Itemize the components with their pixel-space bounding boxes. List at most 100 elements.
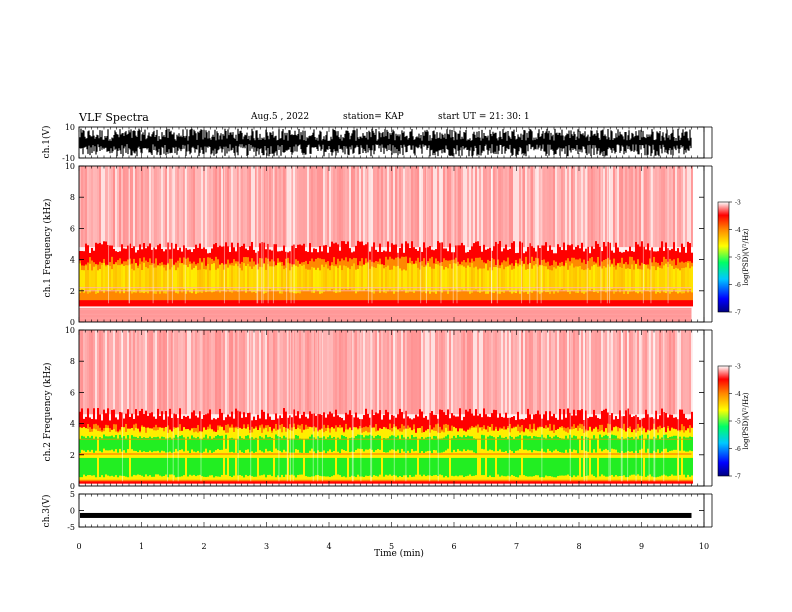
spec-yellow-column [199, 269, 201, 293]
spec-green-column [373, 457, 375, 476]
spec-streak [609, 330, 611, 482]
spec-yellow-column [423, 432, 425, 480]
spec-yellow-column [431, 268, 433, 293]
spec-green-column [237, 438, 239, 453]
spec-noise-column [525, 166, 527, 248]
spec-noise-column [663, 330, 665, 415]
spec-yellow-column [157, 265, 159, 292]
spec-streak [397, 166, 399, 304]
spec-green-column [609, 437, 611, 452]
spec-green-column [265, 434, 267, 449]
spec-green-column [375, 436, 377, 451]
spec-noise-column [367, 330, 369, 415]
spec-noise-column [181, 166, 183, 248]
spec-green-column [553, 457, 555, 478]
spec-noise-column [383, 330, 385, 415]
spec-noise-column [441, 166, 443, 248]
spec-yellow-column [659, 429, 661, 480]
spec-yellow-column [621, 267, 623, 290]
spec-noise-column [183, 330, 185, 415]
spec-green-column [621, 457, 623, 476]
spec-green-column [475, 439, 477, 454]
spec-yellow-column [447, 268, 449, 294]
spec-green-column [343, 436, 345, 451]
spec-green-column [371, 457, 373, 477]
spec-noise-column [597, 330, 599, 415]
spec-yellow-column [689, 268, 691, 290]
spec-noise-column [317, 330, 319, 415]
x-tick-label: 1 [139, 542, 144, 551]
spec-noise-column [417, 166, 419, 248]
spec-noise-column [561, 166, 563, 248]
spec-noise-column [455, 330, 457, 415]
spec-noise-column [557, 166, 559, 248]
spec-green-column [549, 436, 551, 451]
spec-yellow-column [687, 262, 689, 293]
spec-noise-column [295, 330, 297, 415]
spec-yellow-column [291, 430, 293, 480]
spec-yellow-column [593, 264, 595, 293]
spec-yellow-column [665, 263, 667, 293]
spec-green-column [645, 438, 647, 453]
spec-green-column [221, 435, 223, 450]
spec-green-column [293, 438, 295, 453]
spec-green-column [341, 435, 343, 450]
spec-green-column [283, 435, 285, 450]
spec-green-column [325, 439, 327, 454]
spec-yellow-column [647, 268, 649, 291]
spec-green-column [575, 457, 577, 477]
spec-noise-column [565, 166, 567, 248]
spec-yellow-column [213, 431, 215, 480]
spec-noise-column [155, 166, 157, 248]
spec-noise-column [419, 330, 421, 415]
spec-green-column [403, 457, 405, 476]
spec-noise-column [225, 330, 227, 415]
spec-green-column [661, 437, 663, 452]
spec-yellow-column [101, 262, 103, 291]
spec-noise-column [277, 166, 279, 248]
spec2-ytick-label: 6 [70, 388, 75, 397]
colorbar-tick-label: -7 [735, 310, 741, 317]
spec-green-column [423, 457, 425, 475]
spec-noise-column [387, 166, 389, 248]
spec-green-column [635, 457, 637, 476]
spec-yellow-column [603, 431, 605, 480]
spec-yellow-column [213, 263, 215, 292]
spec-yellow-column [577, 430, 579, 480]
spec-noise-column [533, 166, 535, 248]
spec-noise-column [215, 330, 217, 415]
spec-noise-column [479, 330, 481, 415]
ch1-ytick-label: 10 [65, 123, 75, 132]
spec-noise-column [141, 166, 143, 248]
spec-noise-column [277, 330, 279, 415]
colorbar-ch2 [717, 365, 730, 477]
spec-green-column [229, 457, 231, 477]
spec-noise-column [539, 330, 541, 415]
spec-green-column [277, 457, 279, 476]
spec-green-column [283, 457, 285, 478]
spec-noise-column [211, 330, 213, 415]
spec-noise-column [261, 330, 263, 415]
spec-noise-column [477, 330, 479, 415]
spec-yellow-column [505, 266, 507, 291]
spec-yellow-column [171, 431, 173, 480]
x-tick-label: 6 [451, 542, 456, 551]
spec-noise-column [519, 330, 521, 415]
spec-noise-column [213, 330, 215, 415]
spec-yellow-column [401, 270, 403, 291]
spec-green-column [319, 457, 321, 476]
spec-noise-column [109, 166, 111, 248]
spec-green-column [445, 457, 447, 476]
spec-noise-column [499, 166, 501, 248]
spec-noise-column [425, 330, 427, 415]
spec-green-column [125, 457, 127, 477]
spec-green-column [179, 435, 181, 451]
spec-yellow-column [659, 267, 661, 294]
spec-streak [290, 166, 292, 304]
spec-yellow-column [151, 265, 153, 291]
spec-green-column [605, 434, 607, 449]
spec-green-column [159, 457, 161, 476]
spec-noise-column [659, 330, 661, 415]
spec-yellow-column [493, 267, 495, 293]
spec-yellow-column [377, 264, 379, 290]
